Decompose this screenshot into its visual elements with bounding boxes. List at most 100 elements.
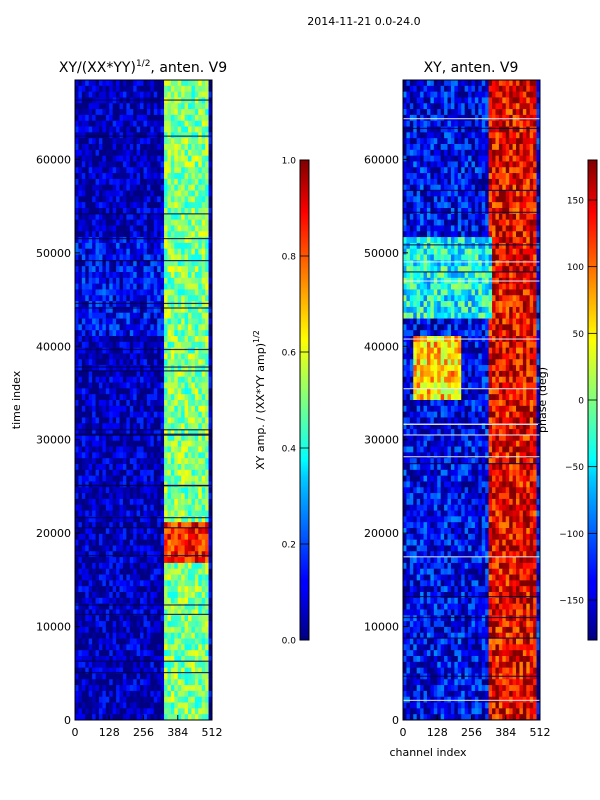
heatmap-cell — [157, 690, 162, 698]
heatmap-cell — [116, 429, 120, 436]
heatmap-cell — [167, 603, 172, 610]
heatmap-cell — [194, 184, 199, 191]
heatmap-cell — [170, 458, 175, 465]
heatmap-cell — [126, 656, 131, 663]
heatmap-cell — [191, 423, 196, 430]
heatmap-cell — [122, 702, 127, 709]
heatmap-cell — [81, 277, 86, 285]
heatmap-cell — [85, 283, 90, 290]
heatmap-cell — [129, 219, 134, 226]
heatmap-cell — [184, 539, 189, 546]
heatmap-cell — [184, 638, 189, 645]
heatmap-cell — [81, 475, 86, 482]
heatmap-cell — [184, 161, 189, 168]
heatmap-cell — [191, 91, 196, 98]
heatmap-cell — [177, 301, 182, 308]
heatmap-cell — [102, 603, 107, 610]
heatmap-cell — [95, 388, 100, 395]
heatmap-cell — [81, 184, 86, 191]
heatmap-cell — [116, 114, 120, 122]
heatmap-cell — [119, 458, 124, 465]
heatmap-cell — [150, 603, 155, 610]
heatmap-cell — [136, 237, 141, 244]
heatmap-cell — [160, 481, 165, 488]
heatmap-cell — [194, 85, 199, 93]
heatmap-cell — [191, 120, 196, 127]
heatmap-cell — [194, 702, 199, 709]
heatmap-cell — [122, 114, 127, 122]
heatmap-cell — [170, 289, 175, 296]
heatmap-cell — [157, 533, 162, 541]
heatmap-cell — [153, 254, 158, 261]
heatmap-cell — [191, 254, 196, 261]
heatmap-cell — [129, 283, 134, 290]
heatmap-cell — [129, 685, 134, 692]
heatmap-cell — [468, 80, 472, 87]
heatmap-cell — [140, 184, 144, 191]
heatmap-cell — [136, 592, 141, 599]
heatmap-cell — [433, 97, 438, 104]
heatmap-cell — [201, 458, 206, 465]
heatmap-cell — [133, 557, 138, 564]
heatmap-cell — [413, 85, 418, 93]
heatmap-cell — [129, 266, 134, 273]
heatmap-cell — [136, 184, 141, 191]
heatmap-cell — [188, 260, 192, 267]
heatmap-cell — [129, 178, 134, 186]
heatmap-cell — [208, 417, 212, 424]
heatmap-cell — [92, 574, 96, 581]
heatmap-cell — [184, 208, 189, 215]
heatmap-cell — [112, 394, 117, 401]
heatmap-cell — [454, 80, 459, 87]
heatmap-cell — [188, 382, 192, 389]
heatmap-cell — [153, 178, 158, 186]
heatmap-cell — [136, 155, 141, 162]
heatmap-cell — [157, 405, 162, 413]
heatmap-cell — [133, 213, 138, 221]
heatmap-cell — [122, 621, 127, 628]
heatmap-cell — [116, 324, 120, 331]
heatmap-cell — [85, 592, 90, 599]
heatmap-cell — [529, 120, 534, 127]
heatmap-cell — [529, 91, 534, 98]
heatmap-cell — [420, 144, 424, 151]
heatmap-cell — [450, 144, 455, 151]
heatmap-cell — [191, 562, 196, 570]
heatmap-cell — [88, 592, 93, 599]
heatmap-cell — [403, 138, 407, 145]
heatmap-cell — [136, 481, 141, 488]
heatmap-cell — [75, 586, 79, 593]
heatmap-cell — [78, 178, 83, 186]
heatmap-cell — [181, 504, 185, 511]
heatmap-cell — [205, 382, 209, 389]
heatmap-cell — [177, 382, 182, 389]
heatmap-cell — [170, 272, 175, 279]
heatmap-cell — [88, 184, 93, 191]
heatmap-cell — [160, 417, 165, 424]
heatmap-cell — [437, 97, 442, 104]
heatmap-cell — [98, 679, 103, 686]
heatmap-cell — [522, 120, 527, 127]
heatmap-cell — [205, 161, 209, 168]
heatmap-cell — [201, 289, 206, 296]
heatmap-cell — [75, 382, 79, 389]
heatmap-cell — [184, 109, 189, 116]
heatmap-cell — [143, 336, 148, 343]
heatmap-cell — [78, 481, 83, 488]
heatmap-cell — [98, 568, 103, 575]
heatmap-cell — [143, 248, 148, 255]
heatmap-cell — [184, 80, 189, 87]
heatmap-cell — [85, 539, 90, 546]
heatmap-cell — [188, 673, 192, 680]
heatmap-cell — [122, 167, 127, 174]
heatmap-cell — [136, 498, 141, 506]
heatmap-cell — [153, 597, 158, 605]
heatmap-cell — [208, 394, 212, 401]
heatmap-cell — [502, 97, 507, 104]
heatmap-cell — [440, 97, 445, 104]
heatmap-cell — [201, 504, 206, 511]
heatmap-cell — [112, 533, 117, 541]
heatmap-cell — [81, 434, 86, 442]
heatmap-cell — [420, 149, 424, 157]
heatmap-cell — [464, 120, 469, 127]
